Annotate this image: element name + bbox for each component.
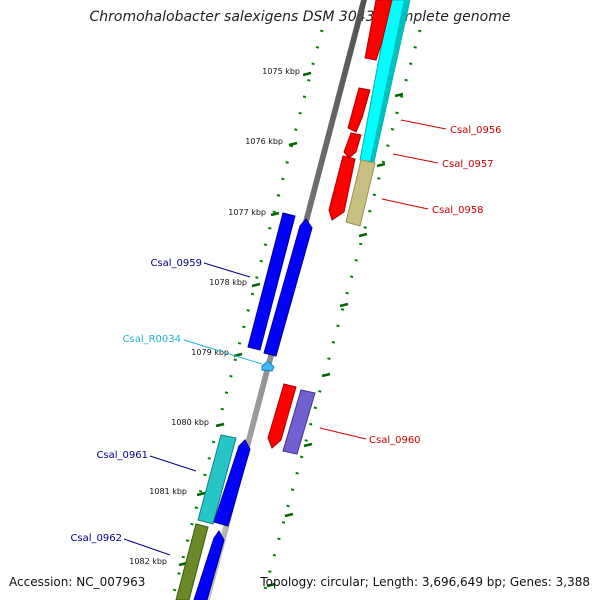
svg-text:Csal_0956: Csal_0956 [450,125,502,136]
gene-label-csal-0960[interactable]: Csal_0960 [319,427,421,446]
svg-text:Csal_0957: Csal_0957 [442,159,494,170]
gene-label-csal-0961[interactable]: Csal_0961 [96,450,197,472]
gene-label-csal-0962[interactable]: Csal_0962 [70,533,171,556]
feature-red-top-3 [343,132,362,159]
scale-label-1081: 1081 kbp [149,487,187,496]
gene-label-csal-0958[interactable]: Csal_0958 [381,198,484,216]
feature-rna-csal-r0034 [261,360,275,372]
feature-red-csal-0960 [267,383,297,449]
gene-label-csal-0956[interactable]: Csal_0956 [400,119,502,136]
feature-red-csal-0958 [328,155,356,221]
scale-label-1078: 1078 kbp [209,278,247,287]
svg-text:Csal_R0034: Csal_R0034 [123,334,182,345]
feature-red-top-1 [364,0,393,61]
scale-label-1075: 1075 kbp [262,67,300,76]
feature-cyan-top [359,0,411,163]
topology-label: Topology: circular; Length: 3,696,649 bp… [260,575,590,589]
svg-text:Csal_0960: Csal_0960 [369,435,421,446]
svg-text:Csal_0962: Csal_0962 [70,533,122,544]
feature-blue-csal-0959-b [263,218,313,357]
feature-blue-csal-0959-a [247,212,296,351]
gene-label-csal-r0034[interactable]: Csal_R0034 [123,334,263,365]
feature-olive-csal-0962 [175,523,209,600]
left-scale-track [170,29,324,600]
accession-label: Accession: NC_007963 [9,575,146,589]
scale-label-1076: 1076 kbp [245,137,283,146]
svg-text:Csal_0958: Csal_0958 [432,205,484,216]
gene-label-csal-0959[interactable]: Csal_0959 [150,258,251,278]
scale-label-1077: 1077 kbp [228,208,266,217]
left-major-ticks [178,71,312,567]
scale-label-1080: 1080 kbp [171,418,209,427]
svg-text:Csal_0959: Csal_0959 [150,258,202,269]
scale-label-1082: 1082 kbp [129,557,167,566]
feature-khaki-csal-0958 [345,159,376,227]
feature-blue-csal-0961 [213,439,251,527]
feature-teal-csal-0961 [197,434,237,525]
feature-blue-csal-0962 [193,530,225,600]
gene-label-csal-0957[interactable]: Csal_0957 [392,153,494,170]
right-major-ticks [266,92,404,588]
svg-text:Csal_0961: Csal_0961 [96,450,148,461]
scale-labels: 1075 kbp 1076 kbp 1077 kbp 1078 kbp 1079… [129,67,300,566]
feature-purple-csal-0960 [282,389,316,455]
scale-label-1079: 1079 kbp [191,348,229,357]
feature-red-top-2 [347,87,371,133]
